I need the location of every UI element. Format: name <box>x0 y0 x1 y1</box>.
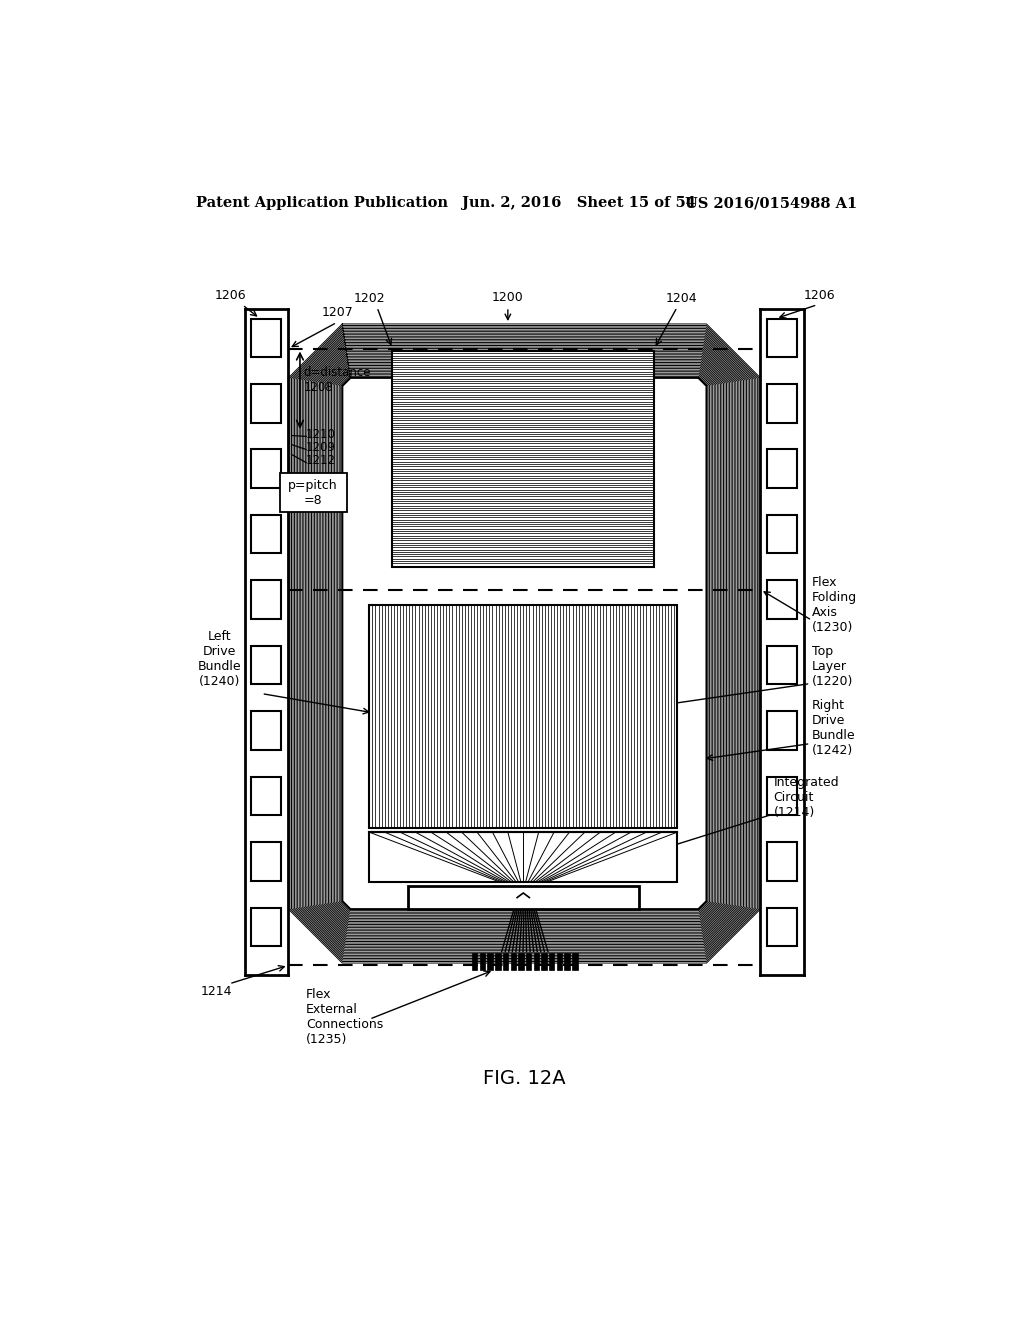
Bar <box>251 515 282 553</box>
Text: 1204: 1204 <box>666 292 697 305</box>
Bar <box>549 953 554 970</box>
Bar <box>767 384 798 422</box>
FancyBboxPatch shape <box>280 474 347 512</box>
Text: 1209: 1209 <box>306 441 336 454</box>
Polygon shape <box>342 378 707 909</box>
Text: Integrated
Circuit
(1214): Integrated Circuit (1214) <box>773 776 839 818</box>
Text: Patent Application Publication: Patent Application Publication <box>196 197 449 210</box>
Bar <box>767 711 798 750</box>
Bar <box>480 953 485 970</box>
Bar <box>767 318 798 358</box>
Bar <box>767 581 798 619</box>
Bar <box>251 711 282 750</box>
Polygon shape <box>289 323 761 964</box>
Bar <box>503 953 508 970</box>
Bar <box>370 605 677 829</box>
Bar <box>767 776 798 816</box>
Bar <box>526 953 531 970</box>
Text: Top
Layer
(1220): Top Layer (1220) <box>812 645 853 688</box>
Bar <box>251 645 282 684</box>
Bar <box>511 953 516 970</box>
Text: Flex
Folding
Axis
(1230): Flex Folding Axis (1230) <box>812 576 857 634</box>
Text: Right
Drive
Bundle
(1242): Right Drive Bundle (1242) <box>812 700 856 758</box>
Text: 1214: 1214 <box>201 985 232 998</box>
Text: 1202: 1202 <box>354 292 385 305</box>
Bar <box>251 776 282 816</box>
Text: d=distance
1208: d=distance 1208 <box>304 366 372 395</box>
Text: 1206: 1206 <box>804 289 836 302</box>
Bar <box>370 566 677 605</box>
Bar <box>251 449 282 488</box>
Text: 1200: 1200 <box>492 290 523 304</box>
Text: 1207: 1207 <box>322 306 353 319</box>
Bar <box>251 908 282 946</box>
Text: Jun. 2, 2016   Sheet 15 of 54: Jun. 2, 2016 Sheet 15 of 54 <box>462 197 695 210</box>
Bar <box>767 645 798 684</box>
Text: p=pitch
=8: p=pitch =8 <box>288 479 338 507</box>
Text: Flex
External
Connections
(1235): Flex External Connections (1235) <box>306 987 383 1045</box>
Bar <box>767 908 798 946</box>
Bar <box>487 953 493 970</box>
Bar <box>251 581 282 619</box>
Bar <box>767 449 798 488</box>
Text: FIG. 12A: FIG. 12A <box>483 1069 566 1088</box>
Bar <box>518 953 523 970</box>
Bar <box>472 953 477 970</box>
Bar <box>251 318 282 358</box>
Text: US 2016/0154988 A1: US 2016/0154988 A1 <box>685 197 857 210</box>
Bar <box>251 384 282 422</box>
Bar <box>564 953 569 970</box>
Bar <box>408 886 639 909</box>
Bar <box>251 842 282 880</box>
Bar <box>572 953 578 970</box>
Text: 1206: 1206 <box>215 289 247 302</box>
Text: 1212: 1212 <box>306 454 336 467</box>
Bar <box>534 953 539 970</box>
Bar <box>767 515 798 553</box>
Bar <box>557 953 562 970</box>
Bar <box>542 953 547 970</box>
Text: Left
Drive
Bundle
(1240): Left Drive Bundle (1240) <box>198 630 241 688</box>
Text: 1210: 1210 <box>306 428 336 441</box>
Bar <box>392 351 654 566</box>
Bar <box>392 351 654 566</box>
Bar <box>370 832 677 882</box>
Bar <box>496 953 501 970</box>
Bar <box>767 842 798 880</box>
Bar <box>370 605 677 829</box>
